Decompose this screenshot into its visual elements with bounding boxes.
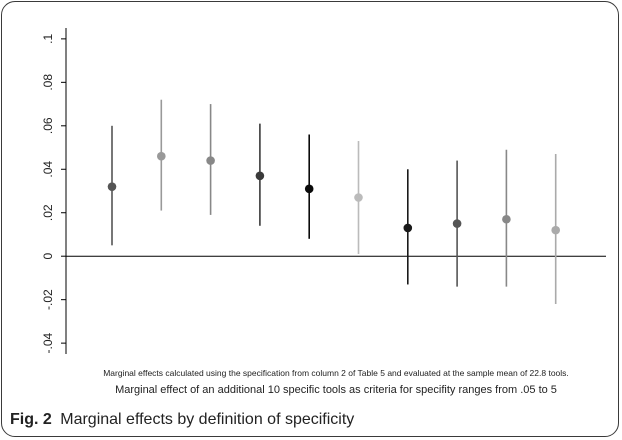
y-tick-label: -.02 <box>41 289 55 310</box>
y-tick-label: .04 <box>41 161 55 178</box>
y-tick-label: .08 <box>41 74 55 91</box>
y-tick-label: -.04 <box>41 332 55 353</box>
estimates <box>107 99 560 305</box>
point-estimate <box>452 219 462 228</box>
point-estimate <box>255 171 265 181</box>
point-estimate <box>206 156 215 165</box>
point-estimate <box>502 214 511 224</box>
y-tick-label: .02 <box>41 204 55 221</box>
figure-caption-text: Marginal effects by definition of specif… <box>60 411 355 428</box>
point-estimate <box>354 193 363 202</box>
estimate-10 <box>551 154 560 305</box>
estimate-7 <box>403 169 413 285</box>
y-ticks: -.04 -.02 0 .02 .04 .06 .08 .1 <box>41 34 66 353</box>
estimate-9 <box>502 149 511 287</box>
y-tick-label: .1 <box>41 34 55 44</box>
point-estimate <box>157 151 166 161</box>
estimate-1 <box>107 125 117 246</box>
x-axis-label: Marginal effect of an additional 10 spec… <box>115 384 557 396</box>
y-tick-label: .06 <box>41 117 55 134</box>
point-estimate <box>304 184 314 194</box>
estimate-8 <box>452 160 462 287</box>
estimate-4 <box>255 123 265 226</box>
estimate-3 <box>206 104 215 215</box>
point-estimate <box>403 223 413 233</box>
figure-caption: Fig. 2 Marginal effects by definition of… <box>10 411 354 429</box>
estimate-6 <box>354 141 363 255</box>
estimate-2 <box>157 99 166 211</box>
point-estimate <box>551 225 560 235</box>
y-tick-label: 0 <box>41 253 55 260</box>
point-estimate <box>107 182 117 191</box>
figure-label: Fig. 2 <box>10 411 52 428</box>
chart-note: Marginal effects calculated using the sp… <box>103 368 569 378</box>
estimate-5 <box>304 134 314 239</box>
